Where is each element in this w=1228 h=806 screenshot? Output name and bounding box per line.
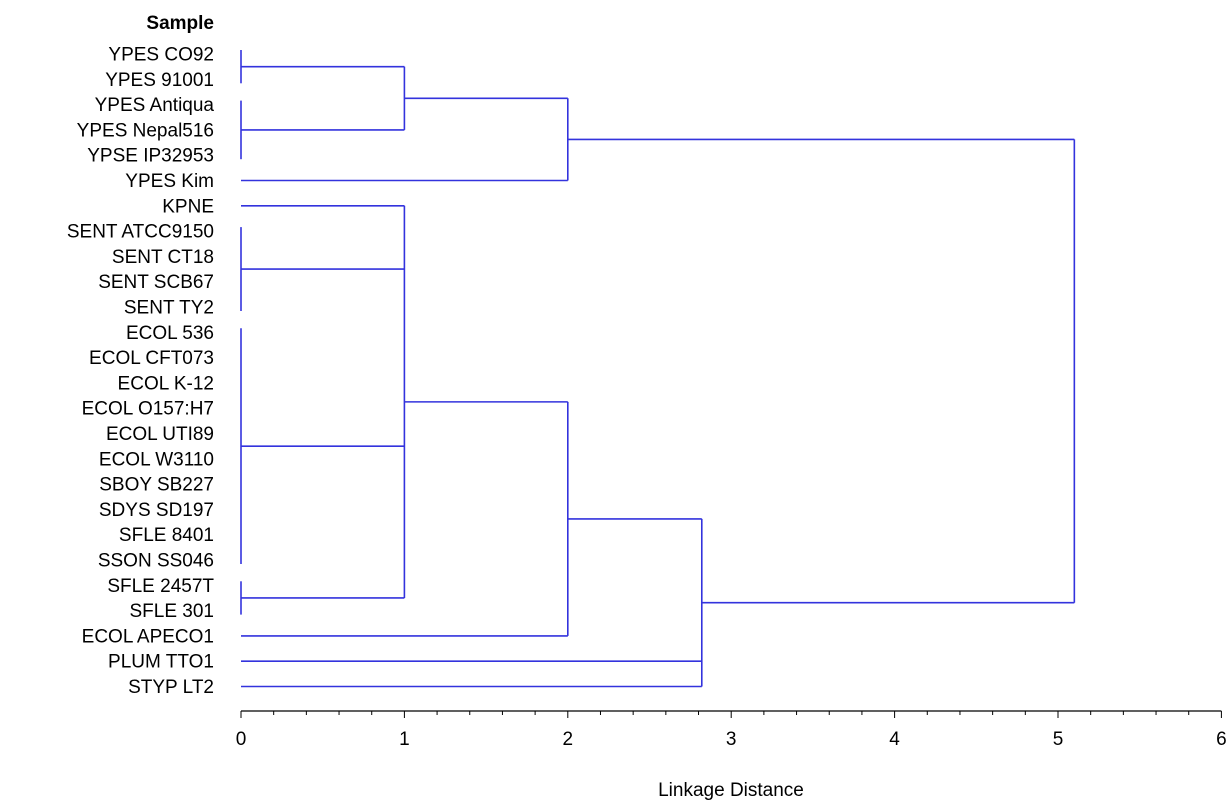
leaf-label: SDYS SD197: [99, 500, 214, 521]
x-tick-label: 1: [399, 729, 410, 750]
leaf-label: PLUM TTO1: [108, 652, 214, 673]
x-tick-label: 2: [563, 729, 574, 750]
leaf-label: SFLE 301: [130, 601, 215, 622]
leaf-label: YPES Nepal516: [77, 120, 214, 141]
x-axis: 0 1 2 3 4 5 6: [236, 710, 1227, 750]
x-axis-label: Linkage Distance: [658, 780, 804, 801]
leaf-label: KPNE: [162, 196, 214, 217]
dendrogram-links: [240, 50, 1076, 688]
leaf-label: SFLE 8401: [119, 525, 214, 546]
leaf-label: YPES 91001: [105, 70, 214, 91]
x-tick-label: 4: [889, 729, 900, 750]
leaf-label: ECOL UTI89: [106, 424, 214, 445]
leaf-label: SFLE 2457T: [107, 576, 214, 597]
x-tick-label: 5: [1053, 729, 1064, 750]
x-tick-label: 6: [1216, 729, 1227, 750]
leaf-label: ECOL K-12: [118, 373, 214, 394]
leaf-label: SENT ATCC9150: [67, 222, 214, 243]
leaf-label: ECOL O157:H7: [82, 399, 214, 420]
leaf-label: SENT CT18: [112, 247, 214, 268]
x-tick-label: 3: [726, 729, 737, 750]
leaf-label: SBOY SB227: [99, 475, 214, 496]
leaf-label: ECOL CFT073: [89, 348, 214, 369]
x-tick-label: 0: [236, 729, 247, 750]
leaf-labels: YPES CO92 YPES 91001 YPES Antiqua YPES Nepa…: [67, 45, 215, 699]
leaf-label: YPSE IP32953: [87, 146, 214, 167]
leaf-label: SSON SS046: [98, 551, 214, 572]
leaf-label: SENT TY2: [124, 298, 214, 319]
leaf-header: Sample: [146, 13, 214, 34]
leaf-label: YPES Antiqua: [95, 95, 215, 116]
leaf-label: YPES Kim: [125, 171, 214, 192]
leaf-label: SENT SCB67: [98, 272, 214, 293]
leaf-label: STYP LT2: [128, 677, 214, 698]
leaf-label: ECOL W3110: [99, 449, 214, 470]
leaf-label: YPES CO92: [108, 45, 214, 66]
leaf-label: ECOL APECO1: [82, 626, 214, 647]
leaf-label: ECOL 536: [126, 323, 214, 344]
